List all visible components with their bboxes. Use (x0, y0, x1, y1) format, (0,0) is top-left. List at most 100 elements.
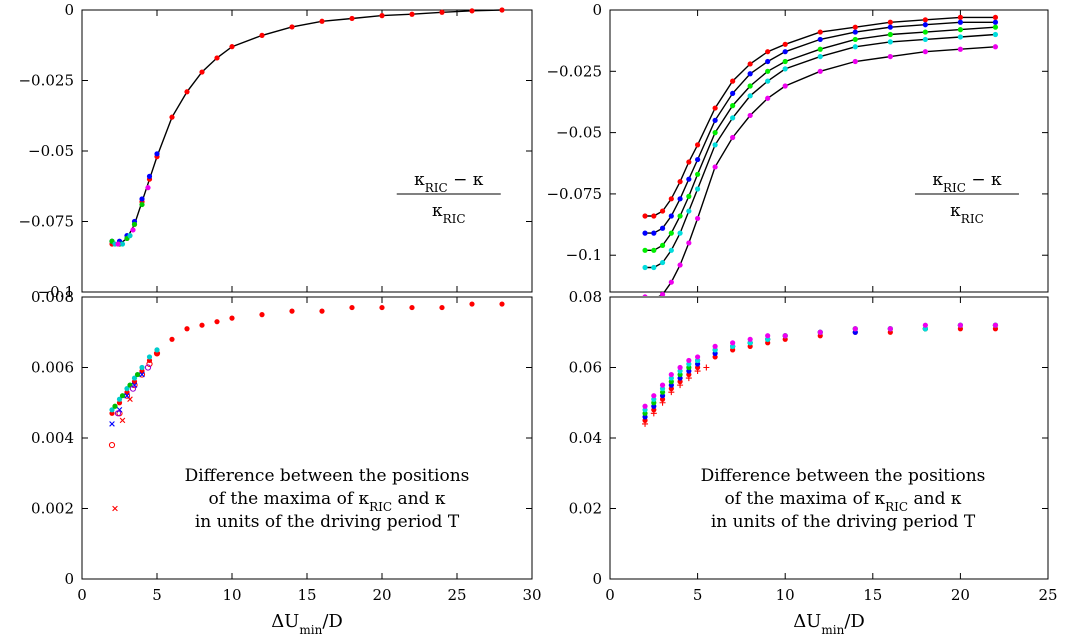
series-layer (642, 14, 999, 302)
data-point (782, 49, 788, 55)
data-point (199, 69, 205, 75)
data-point (730, 103, 736, 109)
data-point (131, 382, 138, 388)
data-point (677, 196, 683, 202)
data-point (349, 15, 355, 22)
data-point (651, 230, 657, 236)
annotation-line: in units of the driving period T (711, 512, 976, 532)
data-point (259, 32, 265, 38)
x-tick-label: 20 (372, 586, 391, 604)
data-point (119, 241, 126, 247)
data-point (129, 385, 137, 392)
data-point (686, 240, 692, 246)
data-point (712, 343, 718, 349)
data-point (922, 22, 928, 28)
data-point (747, 112, 753, 119)
data-point (852, 36, 858, 43)
x-tick-label: 0 (77, 586, 87, 604)
data-point (651, 297, 656, 302)
series-line (112, 9, 503, 245)
data-point (642, 247, 648, 253)
y-tick-label: 0 (592, 570, 602, 588)
data-point (782, 333, 788, 339)
data-point (817, 53, 823, 60)
series-line (645, 21, 996, 234)
data-point (659, 259, 666, 266)
data-point (782, 41, 788, 47)
data-point (289, 308, 295, 314)
data-point (127, 382, 133, 388)
data-point (730, 115, 736, 121)
data-point (319, 18, 325, 24)
data-point (409, 11, 415, 17)
data-point (852, 29, 858, 35)
y-tick-label: 0.08 (569, 288, 602, 306)
data-point (747, 71, 753, 77)
x-axis-label: ΔUmin/D (793, 611, 865, 637)
data-point (109, 407, 115, 413)
y-tick-label: −0.05 (28, 142, 74, 160)
x-tick-label: 5 (693, 586, 703, 604)
data-point (695, 215, 701, 222)
panel-top-right: −0.1 −0.075 −0.05 −0.025 0 κRIC − κ κRIC (546, 1, 1049, 302)
data-point (199, 322, 205, 328)
data-point (145, 185, 151, 191)
data-point (695, 354, 701, 360)
data-point (712, 130, 718, 136)
data-point (747, 83, 753, 89)
data-point (229, 44, 235, 50)
data-point (651, 264, 657, 271)
data-point (289, 24, 295, 30)
data-point (642, 213, 648, 219)
data-point (139, 196, 145, 202)
data-point (695, 142, 701, 148)
data-point (992, 44, 999, 50)
data-point (957, 46, 964, 52)
data-point (686, 357, 692, 364)
data-point (703, 364, 710, 371)
x-tick-label: 20 (951, 586, 970, 604)
data-point (922, 17, 928, 23)
data-point (184, 89, 190, 95)
data-point (642, 403, 648, 409)
data-point (782, 66, 788, 72)
y-tick-label: 0.002 (31, 500, 74, 518)
data-point (992, 24, 999, 30)
data-point (817, 68, 823, 74)
data-point (782, 58, 788, 65)
data-point (379, 304, 385, 311)
data-point (409, 304, 415, 311)
series-layer (109, 7, 505, 247)
y-tick-label: −0.025 (18, 72, 74, 90)
data-point (130, 227, 136, 233)
data-point (747, 336, 753, 342)
ratio-numerator: κRIC − κ (932, 170, 1002, 195)
y-tick-label: −0.075 (546, 185, 602, 203)
data-point (214, 55, 220, 61)
data-point (677, 179, 683, 185)
data-point (139, 364, 145, 371)
data-point (765, 95, 771, 101)
data-point (686, 193, 692, 199)
ratio-denominator: κRIC (950, 201, 984, 226)
data-point (765, 49, 771, 55)
panel-top-left: −0.1 −0.075 −0.05 −0.025 0 κRIC − κ κRIC (18, 1, 533, 301)
data-point (677, 262, 683, 268)
data-point (651, 247, 657, 253)
data-point (765, 68, 771, 74)
data-point (499, 7, 505, 13)
plot-frame (609, 296, 1049, 580)
data-point (184, 326, 190, 332)
y-tick-label: 0 (64, 1, 74, 19)
data-point (116, 407, 123, 413)
data-point (922, 29, 928, 35)
data-point (146, 354, 153, 360)
data-point (887, 31, 893, 38)
data-point (668, 213, 674, 219)
data-point (887, 39, 893, 45)
data-point (668, 371, 674, 378)
annotation-line: Difference between the positions (185, 466, 470, 486)
y-tick-label: 0 (64, 570, 74, 588)
data-point (957, 14, 964, 20)
y-tick-label: 0.04 (569, 429, 602, 447)
